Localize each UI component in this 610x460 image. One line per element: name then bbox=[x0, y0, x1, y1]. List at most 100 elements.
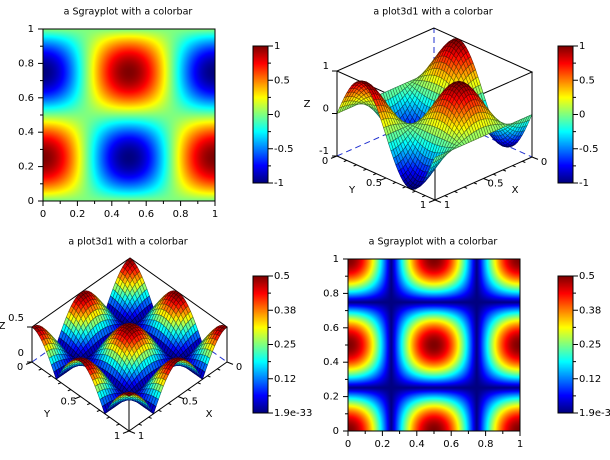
colorbar-tick-label: 0.25 bbox=[579, 340, 601, 351]
z-tick-label: 0 bbox=[323, 104, 329, 115]
chart-title: a Sgrayplot with a colorbar bbox=[64, 7, 193, 18]
y-tick bbox=[428, 199, 436, 203]
x-tick bbox=[483, 178, 490, 182]
colorbar-tick-label: 0.5 bbox=[579, 75, 595, 86]
x-tick bbox=[226, 361, 234, 365]
y-tick bbox=[412, 190, 416, 193]
x-tick-label: 1 bbox=[517, 439, 523, 450]
x-tick bbox=[187, 389, 191, 392]
x-tick-label: 0 bbox=[40, 209, 46, 220]
x-tick bbox=[138, 423, 142, 426]
x-tick-label: 0 bbox=[345, 439, 351, 450]
y-tick bbox=[422, 195, 426, 198]
surface bbox=[336, 38, 533, 190]
colorbar-tick-label: 0.25 bbox=[274, 340, 296, 351]
x-tick bbox=[531, 156, 539, 160]
x-tick bbox=[463, 186, 468, 189]
y-tick-label: 0.6 bbox=[18, 93, 34, 104]
plot-frame bbox=[42, 28, 216, 202]
y-tick-label: 0.2 bbox=[323, 392, 339, 403]
x-tick-label: 0.2 bbox=[69, 209, 85, 220]
x-tick bbox=[148, 416, 152, 419]
y-tick bbox=[122, 430, 130, 434]
y-axis-label: Y bbox=[348, 185, 356, 196]
y-tick-label: 0.4 bbox=[323, 357, 339, 368]
x-tick bbox=[168, 402, 172, 406]
y-tick-label: 1 bbox=[420, 200, 426, 211]
colorbar-tick-label: -0.5 bbox=[274, 144, 294, 155]
colorbar-tick-label: 1.9e-33 bbox=[579, 408, 610, 419]
colorbar-frame bbox=[252, 275, 269, 414]
x-tick-label: 1 bbox=[138, 431, 144, 442]
y-tick-label: 0.5 bbox=[366, 178, 382, 189]
y-tick-label: 0 bbox=[28, 196, 34, 207]
x-tick bbox=[128, 430, 136, 434]
x-tick-label: 0.5 bbox=[182, 397, 198, 408]
colorbar-frame bbox=[252, 45, 269, 184]
z-tick-label: 0 bbox=[18, 348, 24, 359]
x-tick bbox=[454, 190, 458, 194]
surface bbox=[31, 257, 228, 415]
x-tick bbox=[177, 396, 185, 400]
chart-title: a Sgrayplot with a colorbar bbox=[369, 237, 498, 248]
y-tick bbox=[392, 181, 396, 185]
y-tick-label: 0.8 bbox=[18, 58, 34, 69]
y-tick-label: 1 bbox=[28, 24, 34, 35]
colorbar-tick-label: -1 bbox=[579, 178, 589, 189]
y-tick bbox=[379, 177, 387, 181]
chart-title: a plot3d1 with a colorbar bbox=[68, 237, 187, 248]
surface-facet bbox=[125, 393, 133, 397]
colorbar-frame bbox=[557, 275, 574, 414]
y-tick-label: 1 bbox=[114, 431, 120, 442]
chart-title: a plot3d1 with a colorbar bbox=[373, 7, 492, 18]
x-tick bbox=[473, 182, 477, 185]
y-tick-label: 0 bbox=[333, 426, 339, 437]
x-tick bbox=[434, 199, 442, 203]
x-tick bbox=[512, 165, 516, 168]
colorbar-tick-label: 0.38 bbox=[579, 305, 601, 316]
y-tick-label: 0.5 bbox=[61, 397, 77, 408]
y-tick-label: 0.6 bbox=[323, 323, 339, 334]
y-tick-label: 0.8 bbox=[323, 288, 339, 299]
x-tick bbox=[158, 409, 162, 412]
x-tick-label: 0.8 bbox=[478, 439, 494, 450]
box-back-edge bbox=[336, 112, 533, 158]
x-tick-label: 1 bbox=[444, 200, 450, 211]
surface-facet bbox=[431, 155, 439, 164]
colorbar-tick-label: 1 bbox=[579, 41, 585, 52]
colorbar-bottom-right bbox=[558, 276, 573, 413]
subplot-2: a plot3d1 with a colorbar -1 0 1 0 0.5 1 0 0.5 1 Z… bbox=[304, 7, 599, 212]
z-tick-label: 1 bbox=[323, 61, 329, 72]
y-tick bbox=[38, 368, 42, 371]
y-tick bbox=[67, 389, 71, 392]
y-tick bbox=[96, 409, 101, 412]
x-tick bbox=[522, 160, 526, 163]
x-tick-label: 0 bbox=[236, 362, 242, 373]
y-tick-label: 0.4 bbox=[18, 127, 34, 138]
y-tick-label: 0.2 bbox=[18, 162, 34, 173]
y-tick bbox=[353, 164, 357, 167]
x-tick-label: 0.6 bbox=[138, 209, 154, 220]
y-tick bbox=[116, 423, 120, 426]
x-tick-label: 0.6 bbox=[443, 439, 459, 450]
heatmap-image-bottom-right bbox=[348, 259, 520, 431]
y-tick bbox=[343, 159, 347, 163]
colorbar-tick-label: 0 bbox=[579, 110, 585, 121]
x-tick-label: 1 bbox=[212, 209, 218, 220]
x-tick-label: 0 bbox=[541, 157, 547, 168]
z-axis-label: Z bbox=[304, 99, 311, 110]
x-tick-label: 0.4 bbox=[409, 439, 425, 450]
z-axis-label: Z bbox=[0, 321, 6, 332]
y-tick-label: 1 bbox=[333, 254, 339, 265]
x-axis-label: X bbox=[206, 409, 213, 420]
colorbar-bottom-left bbox=[253, 276, 268, 413]
subplot-1: a Sgrayplot with a colorbar 0 0.2 0.4 0.6 0.8… bbox=[18, 7, 293, 221]
x-tick bbox=[444, 195, 448, 198]
y-tick bbox=[106, 416, 110, 419]
y-tick bbox=[402, 186, 406, 189]
colorbar-tick-label: 1 bbox=[274, 41, 280, 52]
colorbar-tick-label: -0.5 bbox=[579, 144, 599, 155]
x-tick-label: 0.2 bbox=[374, 439, 390, 450]
z-tick-label: -1 bbox=[319, 146, 329, 157]
